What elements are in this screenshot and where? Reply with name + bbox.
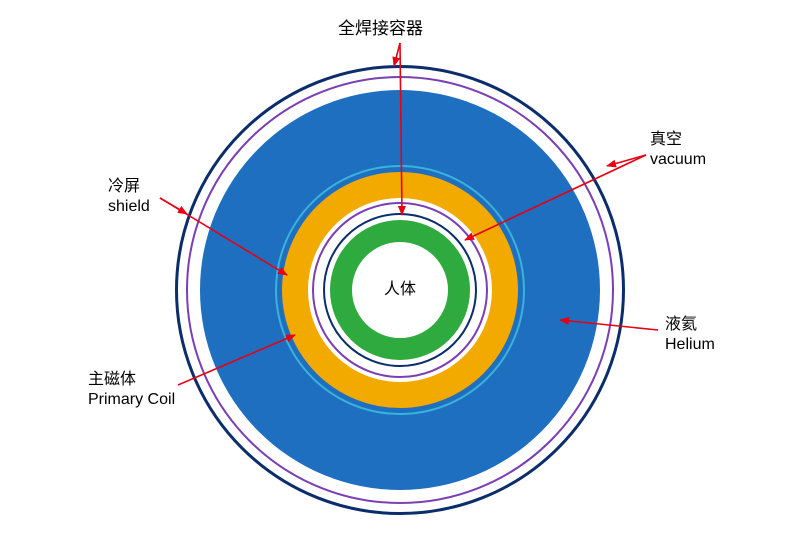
label-shield-zh: 冷屏 [108,177,150,197]
label-helium: 液氦Helium [665,315,715,355]
label-helium-en: Helium [665,335,715,355]
arrow-2 [607,155,646,166]
label-coil: 主磁体Primary Coil [88,370,175,410]
label-welded-zh: 全焊接容器 [338,18,423,39]
label-welded: 全焊接容器 [338,18,423,39]
label-helium-zh: 液氦 [665,315,715,335]
label-shield: 冷屏shield [108,177,150,217]
label-shield-en: shield [108,197,150,217]
diagram-stage: 全焊接容器真空vacuum 冷屏shield 液氦Helium 主磁体Primary … [0,0,800,533]
label-coil-zh: 主磁体 [88,370,175,390]
label-coil-en: Primary Coil [88,390,175,410]
arrow-4 [160,198,187,214]
arrow-0 [394,43,400,66]
center-label-body: 人体 [384,280,416,300]
label-vacuum-en: vacuum [650,150,706,170]
label-vacuum: 真空vacuum [650,130,706,170]
label-vacuum-zh: 真空 [650,130,706,150]
